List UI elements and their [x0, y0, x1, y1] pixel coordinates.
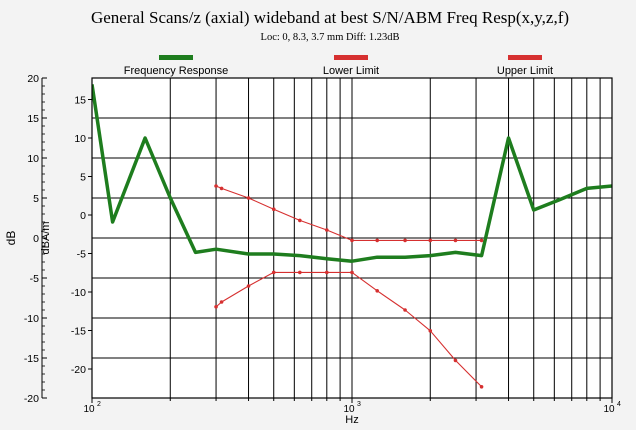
y-axis-inner-tick-label: -5 — [77, 249, 86, 261]
x-axis-tick-label: 10 — [343, 404, 355, 415]
y-axis-outer-tick-label: -5 — [30, 273, 39, 285]
data-point-marker — [246, 284, 251, 288]
chart-subtitle: Loc: 0, 8.3, 3.7 mm Diff: 1.23dB — [261, 32, 400, 43]
legend-label: Frequency Response — [124, 65, 229, 77]
data-point-marker — [298, 218, 302, 223]
legend-swatch — [334, 55, 368, 60]
y-axis-outer-tick-label: 0 — [33, 233, 39, 245]
x-axis-tick-exponent: 2 — [97, 401, 101, 408]
y-axis-outer-tick-label: 5 — [33, 193, 39, 205]
data-point-marker — [325, 270, 329, 275]
data-point-marker — [219, 300, 224, 304]
data-point-marker — [246, 196, 251, 200]
data-point-marker — [350, 238, 354, 243]
data-point-marker — [453, 238, 458, 243]
legend-swatch — [508, 55, 542, 60]
data-point-marker — [214, 184, 218, 188]
legend-swatch — [159, 55, 193, 60]
y-axis-inner-tick-label: 0 — [80, 210, 86, 222]
y-axis-inner-tick-label: -15 — [71, 326, 86, 338]
data-point-marker — [325, 228, 329, 232]
y-axis-inner-tick-label: 10 — [74, 133, 86, 145]
series-line-frequency-response — [92, 84, 612, 263]
grid — [92, 78, 612, 398]
data-point-marker — [479, 238, 484, 243]
data-point-marker — [350, 270, 354, 275]
series-line-lower-limit — [215, 271, 482, 388]
y-axis-inner-tick-label: -20 — [71, 364, 86, 376]
data-point-marker — [428, 238, 433, 243]
data-point-marker — [219, 186, 224, 191]
y-axis-outer-tick-label: -15 — [24, 353, 39, 365]
x-axis-tick-label: 10 — [83, 404, 95, 415]
data-point-marker — [453, 358, 458, 363]
y-axis-outer-tick-label: -10 — [24, 313, 39, 325]
legend: Frequency Response Lower Limit Upper Limit — [124, 55, 553, 77]
plot-frame — [91, 77, 613, 399]
data-point-marker — [271, 270, 276, 275]
x-axis-tick-exponent: 3 — [357, 401, 361, 408]
series-line-upper-limit — [215, 185, 482, 241]
y-axis-outer-tick-label: 15 — [27, 113, 39, 125]
data-point-marker — [428, 329, 433, 333]
x-axis: 10 2 10 3 10 4 — [83, 398, 621, 415]
x-axis-tick-label: 10 — [603, 404, 615, 415]
legend-label: Lower Limit — [323, 65, 379, 77]
x-axis-tick-exponent: 4 — [617, 401, 621, 408]
y-axis-inner-tick-label: 5 — [80, 172, 86, 184]
data-point-marker — [271, 207, 276, 211]
y-axis-outer-tick-label: 10 — [27, 153, 39, 165]
data-point-marker — [479, 385, 484, 389]
data-point-marker — [403, 238, 407, 243]
y-axis-inner-label: dBA/m — [40, 221, 52, 254]
y-axis-inner-tick-label: -10 — [71, 287, 86, 299]
y-axis-outer-label: dB — [4, 231, 18, 246]
y-axis-inner-tick-label: 15 — [74, 95, 86, 107]
data-point-marker — [375, 238, 379, 243]
x-axis-label: Hz — [345, 414, 358, 426]
series-layer — [92, 84, 612, 389]
data-point-marker — [403, 308, 407, 312]
legend-label: Upper Limit — [497, 65, 553, 77]
y-axis-inner: 15 10 5 0 -5 -10 -15 -20 — [71, 95, 92, 376]
y-axis-outer: 20 15 10 5 0 -5 -10 -15 -20 — [24, 73, 47, 405]
data-point-marker — [375, 289, 379, 293]
y-axis-outer-tick-label: 20 — [27, 73, 39, 85]
data-point-marker — [298, 270, 302, 275]
data-point-marker — [214, 305, 218, 309]
y-axis-outer-tick-label: -20 — [24, 393, 39, 405]
chart-title: General Scans/z (axial) wideband at best… — [91, 8, 569, 27]
